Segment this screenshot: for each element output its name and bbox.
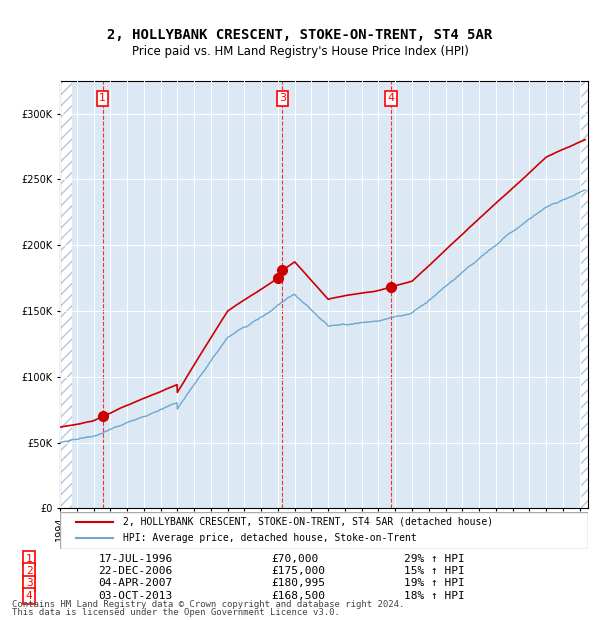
Text: Price paid vs. HM Land Registry's House Price Index (HPI): Price paid vs. HM Land Registry's House … <box>131 45 469 58</box>
FancyBboxPatch shape <box>60 512 588 549</box>
Text: 2, HOLLYBANK CRESCENT, STOKE-ON-TRENT, ST4 5AR: 2, HOLLYBANK CRESCENT, STOKE-ON-TRENT, S… <box>107 28 493 42</box>
Text: 2, HOLLYBANK CRESCENT, STOKE-ON-TRENT, ST4 5AR (detached house): 2, HOLLYBANK CRESCENT, STOKE-ON-TRENT, S… <box>124 517 493 527</box>
Text: HPI: Average price, detached house, Stoke-on-Trent: HPI: Average price, detached house, Stok… <box>124 533 417 543</box>
Text: 2: 2 <box>26 566 32 576</box>
Text: 15% ↑ HPI: 15% ↑ HPI <box>404 566 464 576</box>
Text: 03-OCT-2013: 03-OCT-2013 <box>98 591 173 601</box>
Text: 17-JUL-1996: 17-JUL-1996 <box>98 554 173 564</box>
Text: 29% ↑ HPI: 29% ↑ HPI <box>404 554 464 564</box>
Text: Contains HM Land Registry data © Crown copyright and database right 2024.: Contains HM Land Registry data © Crown c… <box>12 600 404 609</box>
Text: This data is licensed under the Open Government Licence v3.0.: This data is licensed under the Open Gov… <box>12 608 340 617</box>
Bar <box>60 81 72 508</box>
Text: 18% ↑ HPI: 18% ↑ HPI <box>404 591 464 601</box>
Text: 22-DEC-2006: 22-DEC-2006 <box>98 566 173 576</box>
Bar <box>580 81 588 508</box>
Text: £70,000: £70,000 <box>271 554 319 564</box>
Text: £180,995: £180,995 <box>271 578 325 588</box>
Text: 3: 3 <box>26 578 32 588</box>
Text: 1: 1 <box>26 554 32 564</box>
Text: £175,000: £175,000 <box>271 566 325 576</box>
Text: £168,500: £168,500 <box>271 591 325 601</box>
Text: 04-APR-2007: 04-APR-2007 <box>98 578 173 588</box>
Text: 4: 4 <box>388 94 395 104</box>
Text: 3: 3 <box>279 94 286 104</box>
Bar <box>60 81 72 508</box>
Text: 19% ↑ HPI: 19% ↑ HPI <box>404 578 464 588</box>
Text: 4: 4 <box>26 591 32 601</box>
Text: 1: 1 <box>99 94 106 104</box>
